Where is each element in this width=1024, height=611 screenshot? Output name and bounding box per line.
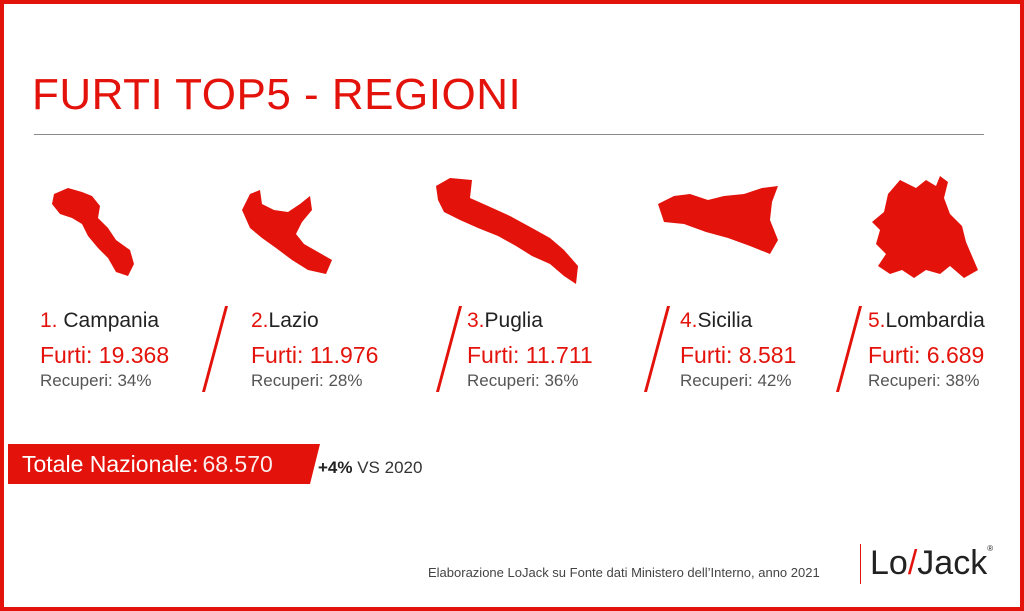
region-5-name: Lombardia [885, 309, 985, 332]
logo-divider [860, 544, 861, 584]
delta-percent: +4% [318, 458, 353, 477]
page-title: FURTI TOP5 - REGIONI [32, 70, 522, 119]
logo-right: Jack [917, 544, 988, 582]
region-3-recuperi: Recuperi: 36% [467, 371, 579, 390]
delta-text: VS 2020 [352, 458, 423, 477]
region-3-heading: 3.Puglia [467, 309, 543, 333]
region-4-furti: Furti: 8.581 [680, 342, 797, 368]
lombardia-map-icon [872, 176, 978, 278]
year-over-year-delta: +4% VS 2020 [318, 458, 422, 478]
region-2-name: Lazio [268, 309, 319, 332]
region-4-rank: 4. [680, 309, 698, 332]
puglia-map-icon [436, 178, 578, 284]
separator-slash-2 [436, 306, 463, 392]
region-4-heading: 4.Sicilia [680, 309, 752, 333]
region-1-name: Campania [63, 309, 160, 332]
total-value: 68.570 [202, 450, 273, 477]
region-5-recuperi: Recuperi: 38% [868, 371, 980, 390]
national-total-banner: Totale Nazionale: 68.570 [8, 444, 320, 484]
campania-map-icon [52, 188, 134, 276]
region-4-recuperi: Recuperi: 42% [680, 371, 792, 390]
total-label: Totale Nazionale [22, 450, 193, 477]
region-5-rank: 5. [868, 309, 886, 332]
logo-left: Lo [870, 544, 908, 582]
logo-registered-mark: ® [987, 544, 994, 553]
region-2-recuperi: Recuperi: 28% [251, 371, 363, 390]
source-note: Elaborazione LoJack su Fonte dati Minist… [428, 565, 820, 580]
region-3-name: Puglia [484, 309, 543, 332]
region-2-furti: Furti: 11.976 [251, 342, 379, 368]
separator-slash-4 [836, 306, 863, 392]
region-2-rank: 2. [251, 309, 269, 332]
region-1-rank: 1. [40, 309, 58, 332]
region-2-heading: 2.Lazio [251, 309, 319, 333]
region-1-furti: Furti: 19.368 [40, 342, 170, 368]
region-3-rank: 3. [467, 309, 485, 332]
region-1-heading: 1. Campania [40, 309, 159, 333]
sicilia-map-icon [658, 186, 778, 254]
region-5-furti: Furti: 6.689 [868, 342, 985, 368]
title-divider [34, 134, 984, 135]
total-separator: : [192, 450, 199, 477]
lazio-map-icon [242, 190, 332, 274]
lojack-logo: Lo/Jack® [870, 544, 993, 583]
logo-slash: / [907, 544, 918, 582]
separator-slash-3 [644, 306, 671, 392]
region-5-heading: 5.Lombardia [868, 309, 985, 333]
region-4-name: Sicilia [697, 309, 753, 332]
region-3-furti: Furti: 11.711 [467, 342, 593, 368]
separator-slash-1 [202, 306, 229, 392]
region-1-recuperi: Recuperi: 34% [40, 371, 152, 390]
